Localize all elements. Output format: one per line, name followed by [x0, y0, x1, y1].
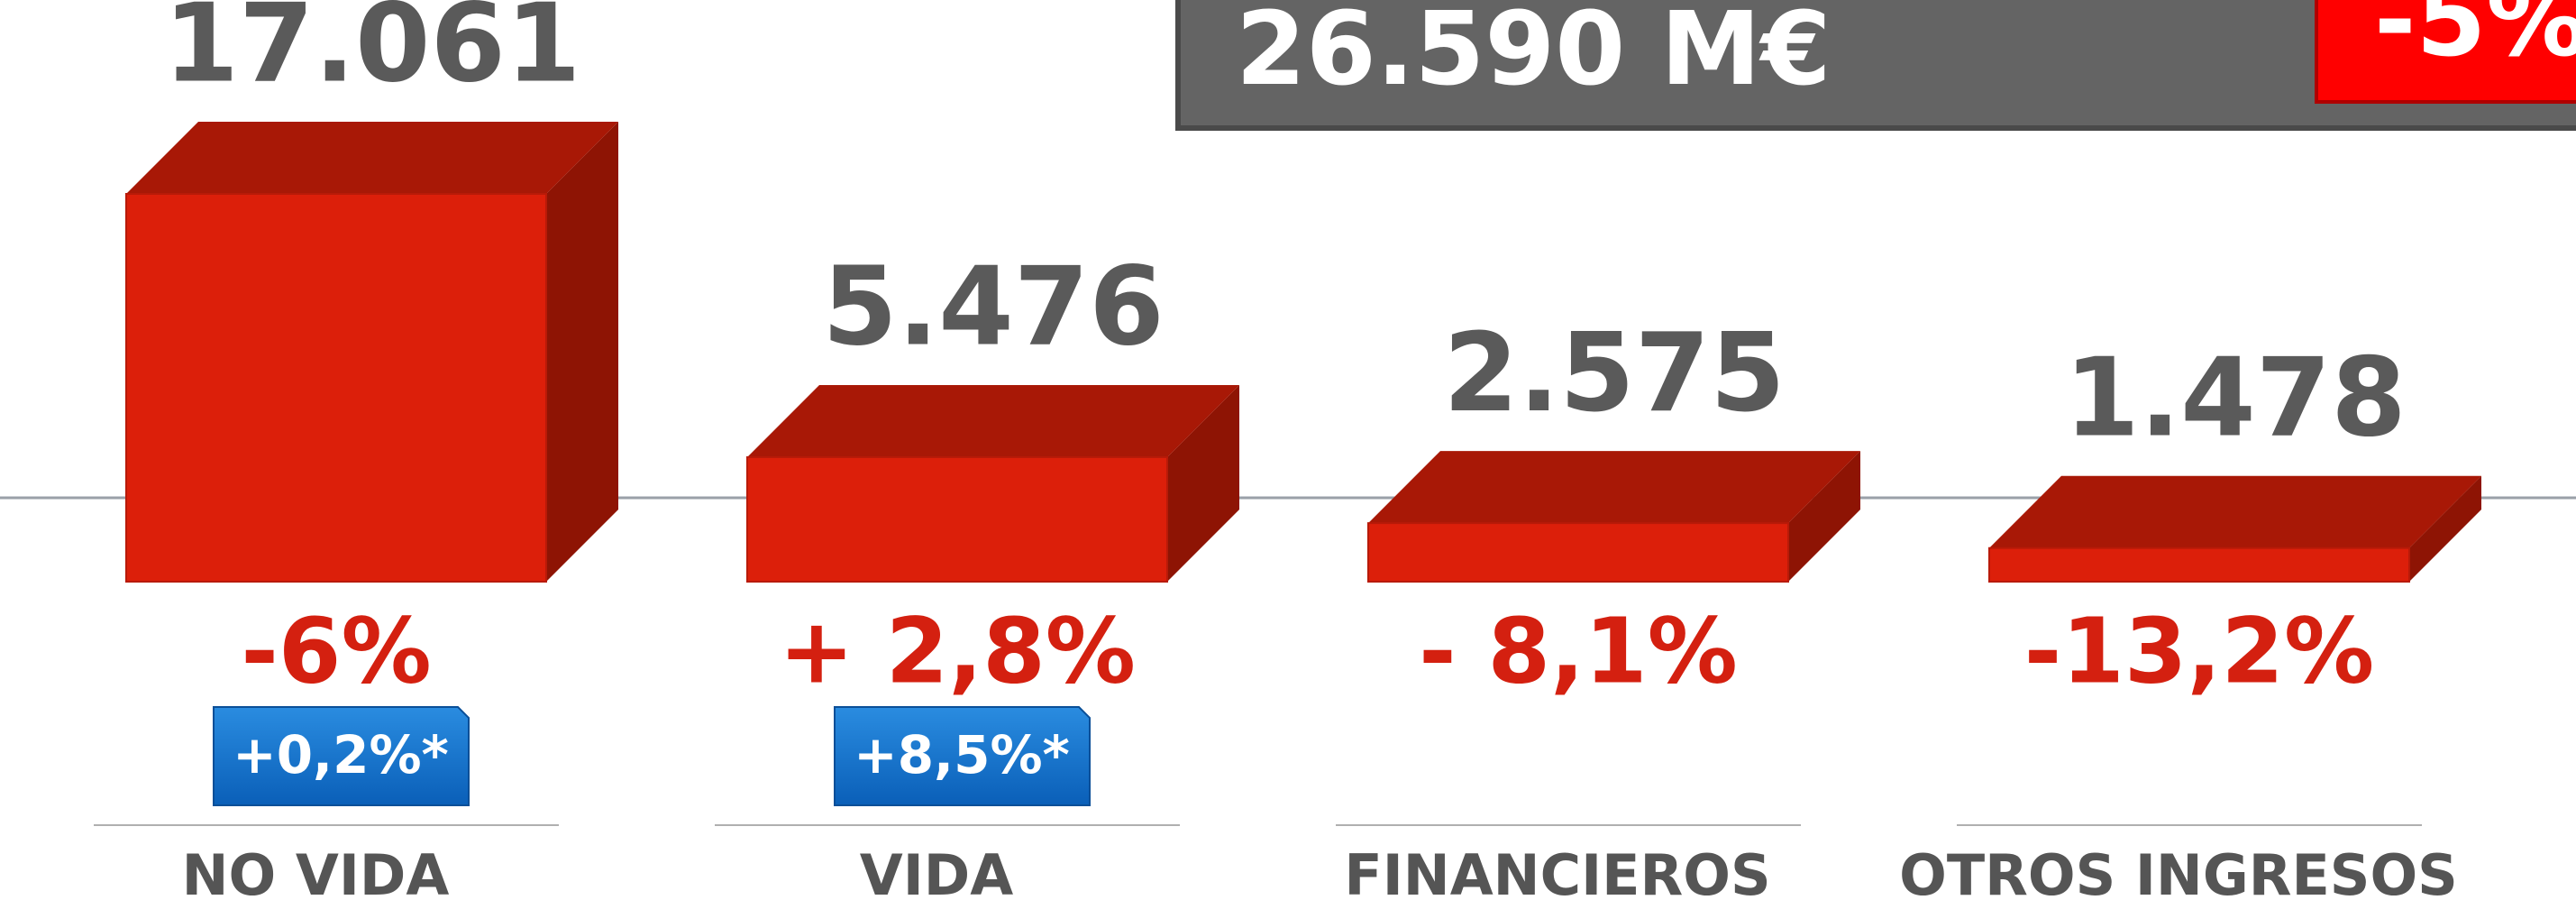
category-label: FINANCIEROS	[1344, 842, 1770, 900]
bar-top	[747, 384, 1239, 457]
change-label: -13,2%	[2024, 598, 2374, 703]
category-label: VIDA	[860, 842, 1014, 900]
bar-top	[1989, 475, 2481, 548]
change-label: -6%	[241, 598, 431, 703]
bar	[1367, 522, 1789, 583]
adjusted-badge	[213, 706, 470, 806]
bar-side	[1167, 384, 1239, 582]
total: 26.590 M€	[1236, 0, 1832, 108]
bar	[1988, 546, 2410, 583]
bar	[746, 455, 1168, 583]
change-label: + 2,8%	[779, 598, 1136, 703]
category-label: NO VIDA	[182, 842, 450, 900]
adjusted-badge	[834, 706, 1091, 806]
adjusted-change: +0,2%*	[233, 724, 449, 785]
value-label: 5.476	[822, 245, 1165, 371]
bar-side	[1788, 451, 1860, 582]
value-label: 17.061	[163, 0, 580, 107]
bar-top	[126, 122, 618, 194]
value-label: 1.478	[2064, 335, 2407, 461]
total-change-box	[2315, 0, 2576, 104]
change-label: - 8,1%	[1419, 598, 1738, 703]
bar-top	[1368, 451, 1860, 524]
adjusted-change: +8,5%*	[854, 724, 1070, 785]
bar-side	[546, 122, 618, 582]
bar-side	[2409, 475, 2481, 582]
value-label: 2.575	[1443, 311, 1786, 436]
total-change: -5%	[2374, 0, 2576, 79]
bar	[125, 193, 547, 583]
category-label: OTROS INGRESOS	[1899, 842, 2458, 900]
